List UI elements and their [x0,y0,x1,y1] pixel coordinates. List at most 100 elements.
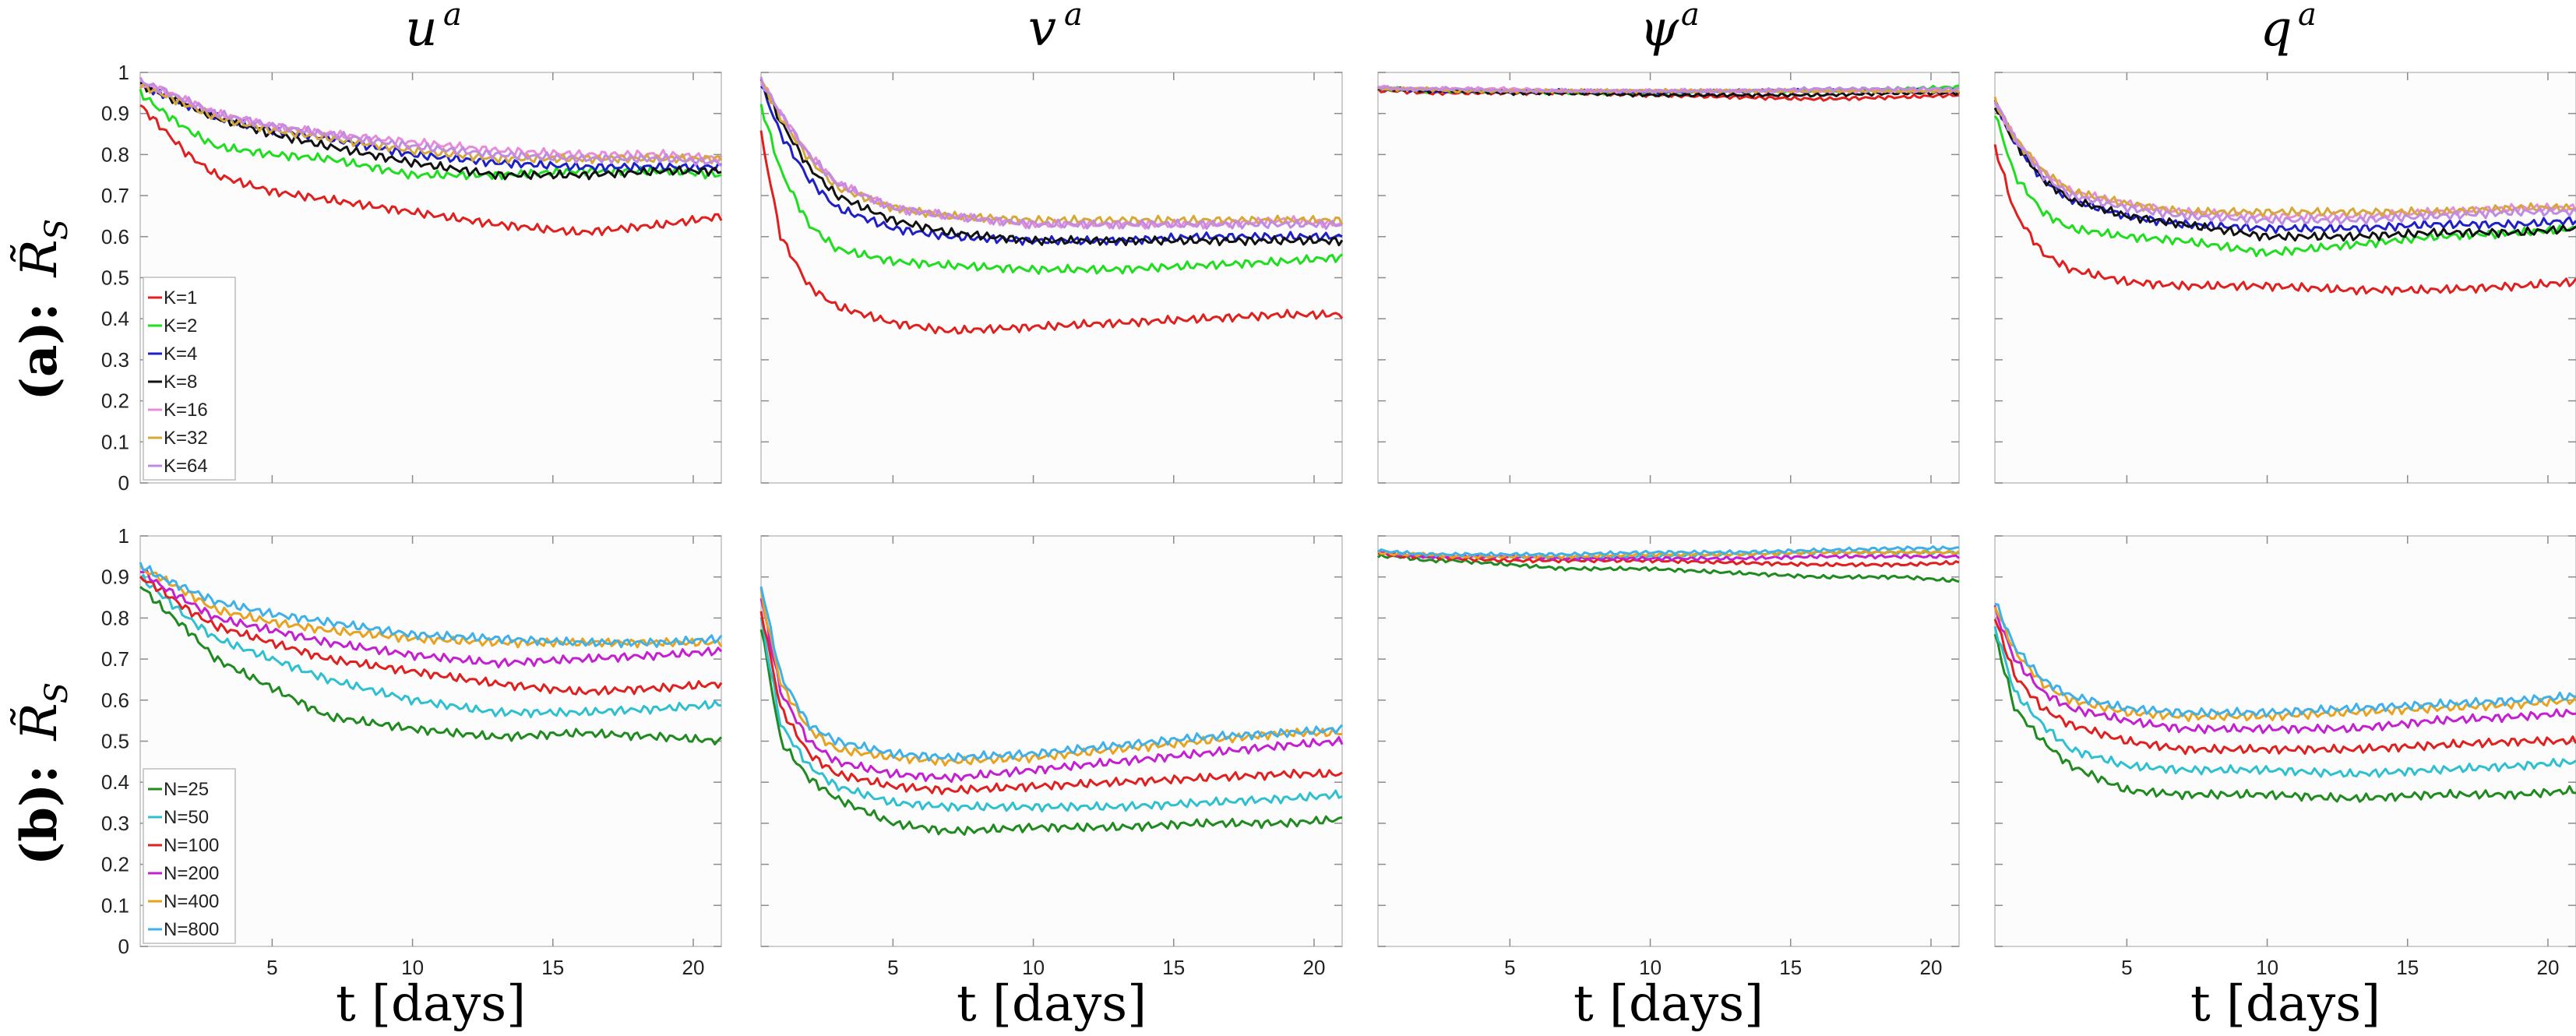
x-axis-label-2: t [days] [1573,975,1764,1033]
x-axis-label-1: t [days] [957,975,1147,1033]
legend-label: N=100 [164,835,219,856]
row-label-prefix-0: (a): [10,303,69,401]
panel-frame [139,535,722,947]
legend-label: K=32 [164,428,208,449]
series-line-n-25 [759,629,1343,836]
y-tick-label: 1 [118,524,129,548]
legend-label: N=50 [164,807,209,828]
y-tick-label: 0.7 [101,647,129,671]
series-line-n-25 [139,586,723,745]
column-title-sup-1: a [1064,0,1083,33]
y-tick-label: 0.8 [101,606,129,629]
panel-r1-c2: 5 10 15 20 [1376,535,1960,979]
y-tick-label: 0.7 [101,184,129,207]
y-tick-label: 0.6 [101,689,129,712]
series-line-k-4 [139,84,722,173]
series-line-n-100 [1377,550,1960,568]
series-line-n-800 [759,586,1344,763]
panel-r1-c0: 00.10.20.30.40.50.60.70.80.915 10 15 20N=25… [101,524,723,979]
row-label-symbol-0: R̃ [10,239,69,277]
legend-box [143,768,236,944]
x-tick-label: 15 [541,956,564,979]
y-tick-label: 0.1 [101,430,129,453]
row-label-1: (b): R̃S [10,682,75,865]
series-line-n-800 [139,562,723,649]
y-tick-label: 0.6 [101,225,129,248]
series-line-n-400 [1377,549,1960,560]
legend-label: K=1 [164,287,197,308]
panel-frame [760,72,1343,484]
series-line-n-400 [759,588,1343,766]
panel-frame [1377,535,1960,947]
series-line-n-100 [1993,618,2576,756]
series-line-n-50 [759,617,1343,812]
x-tick-label: 20 [682,956,705,979]
legend-box [143,277,236,481]
panel-frame [1377,72,1960,484]
y-tick-label: 0.4 [101,770,129,794]
legend-label: K=4 [164,344,197,365]
y-tick-label: 0.1 [101,893,129,917]
series-line-n-400 [139,565,723,649]
row-label-subscript-0: S [39,219,75,240]
row-label-0: (a): R̃S [10,219,75,401]
series-line-k-64 [1377,85,1960,94]
series-line-n-25 [1993,633,2576,803]
x-tick-label: 10 [1639,956,1662,979]
y-tick-label: 0.5 [101,266,129,290]
y-tick-label: 0 [118,471,129,495]
legend-label: K=16 [164,400,208,421]
column-title-1: v [1028,0,1056,58]
legend-label: N=25 [164,779,209,800]
y-tick-label: 1 [118,61,129,84]
legend-label: N=400 [164,891,219,912]
series-line-k-64 [759,76,1343,231]
y-tick-label: 0.2 [101,389,129,413]
x-tick-label: 10 [401,956,424,979]
row-label-subscript-1: S [39,682,75,703]
x-axis-label-0: t [days] [336,975,526,1033]
y-tick-label: 0.2 [101,853,129,876]
x-tick-label: 15 [1779,956,1802,979]
panel-r0-c1 [759,72,1344,484]
series-line-k-2 [139,89,722,181]
panel-r0-c0: 0 0.1 0.2 0.3 0.4 0.5 0.6 0.7 0.8 0.9 1 K=1 K=2 K=4 K=… [101,61,723,495]
legend-label: K=8 [164,372,197,393]
panel-r0-c3 [1993,72,2576,484]
series-line-k-8 [759,78,1344,247]
series-line-n-50 [1993,625,2576,778]
panel-frame [760,535,1343,947]
series-line-n-100 [139,576,723,696]
series-line-n-200 [759,597,1344,784]
series-line-k-64 [139,76,723,167]
x-tick-label: 20 [2537,956,2560,979]
x-tick-label: 20 [1920,956,1943,979]
series-line-k-4 [759,85,1343,246]
panel-frame [139,72,722,484]
series-line-n-200 [139,568,723,668]
row-label-symbol-1: R̃ [10,703,69,741]
y-tick-label: 0.3 [101,348,129,372]
y-tick-label: 0.9 [101,102,129,125]
y-tick-label: 0 [118,935,129,958]
series-line-k-64 [1993,101,2576,226]
series-line-k-1 [139,104,723,237]
y-tick-label: 0.8 [101,143,129,166]
x-tick-label: 5 [887,956,898,979]
series-line-n-800 [1994,602,2576,718]
y-tick-label: 0.9 [101,566,129,589]
x-tick-label: 10 [1022,956,1045,979]
series-line-n-200 [1993,604,2576,735]
series-line-k-1 [1993,144,2576,296]
x-tick-label: 15 [1162,956,1185,979]
x-tick-label: 15 [2396,956,2419,979]
x-tick-label: 5 [266,956,277,979]
column-title-sup-2: a [1681,0,1700,33]
panel-r1-c1: 5 10 15 20 [759,535,1344,979]
row-label-prefix-1: (b): [10,765,69,865]
legend-label: K=2 [164,315,197,337]
column-title-sup-3: a [2298,0,2317,33]
x-tick-label: 10 [2256,956,2278,979]
series-line-k-2 [1993,115,2576,258]
